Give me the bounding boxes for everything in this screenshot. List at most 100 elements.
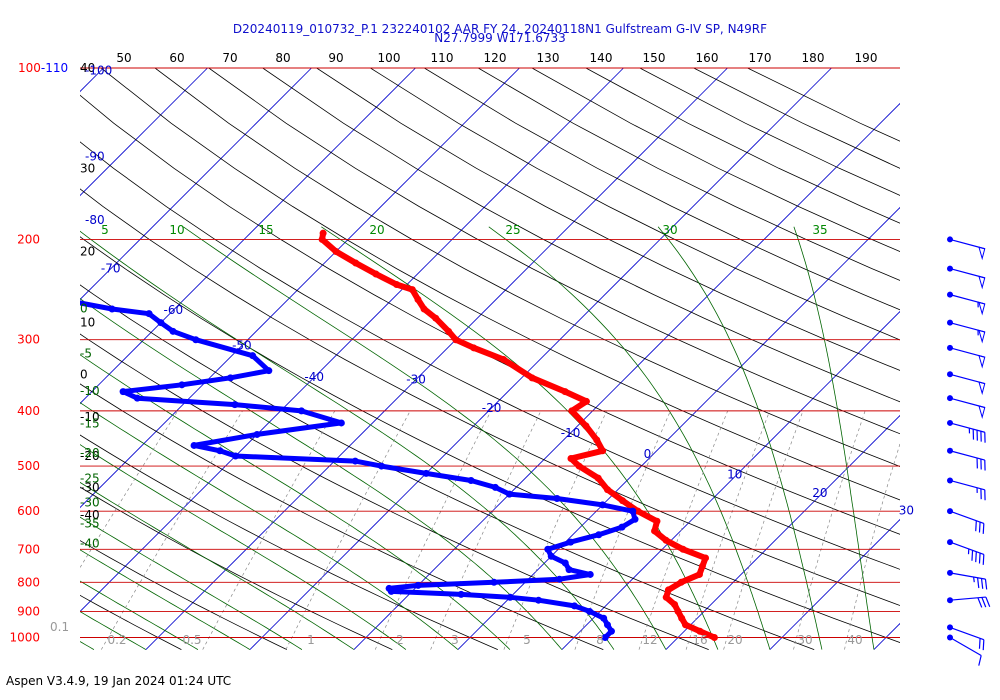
dewpoint-point — [544, 545, 552, 553]
moist-adiabat-line — [80, 444, 407, 650]
wind-barb — [947, 371, 986, 396]
dewpoint-point — [570, 602, 578, 610]
moist-adiabat-left-label: -15 — [80, 417, 100, 431]
temperature-point — [681, 621, 689, 629]
mixing-ratio-label: 2 — [396, 633, 404, 647]
wind-barb-flag — [977, 597, 983, 608]
moist-adiabat-line — [80, 611, 147, 650]
pressure-label-part: -110 — [41, 61, 68, 75]
wind-barb-pennant — [978, 275, 986, 290]
temperature-point — [352, 259, 360, 267]
dewpoint-point — [249, 352, 257, 360]
isotherm-line — [457, 206, 900, 650]
left-axis-label: -20 — [80, 449, 100, 463]
mixing-ratio-label: 0.2 — [107, 633, 126, 647]
wind-barb-station — [947, 508, 953, 515]
dewpoint-point — [337, 419, 345, 427]
mixing-ratio-line — [80, 410, 178, 569]
dewpoint-point — [618, 523, 626, 531]
wind-barb-flag — [982, 554, 985, 565]
moist-adiabat-line — [793, 226, 875, 650]
moist-adiabat-line — [321, 226, 719, 650]
moist-adiabat-left-label: -25 — [80, 472, 100, 486]
mixing-ratio-label: 0.1 — [50, 620, 69, 634]
moist-adiabat-line — [657, 226, 823, 650]
isotherm-label: -50 — [232, 338, 252, 352]
top-axis-label: 150 — [643, 51, 666, 65]
dewpoint-point — [50, 291, 57, 298]
dry-adiabat-line — [316, 68, 900, 371]
dry-adiabat-line — [370, 68, 900, 341]
pressure-label: 500 — [17, 459, 40, 473]
moist-adiabat-label: 15 — [258, 223, 273, 237]
isotherm-label: -30 — [406, 372, 426, 386]
wind-barb-flag — [976, 577, 980, 589]
wind-barb-shaft — [949, 422, 985, 433]
mixing-ratio-label: 8 — [596, 633, 604, 647]
isotherm-label: -80 — [85, 213, 105, 227]
dewpoint-point — [565, 566, 573, 574]
dewpoint-point — [133, 394, 141, 402]
dry-adiabat-line — [100, 68, 900, 501]
pressure-label: 900 — [17, 604, 40, 618]
moist-adiabat-line — [80, 298, 563, 650]
dewpoint-point — [226, 374, 234, 382]
wind-barb-pennant — [978, 329, 986, 344]
temperature-point — [593, 436, 601, 444]
temperature-point — [710, 634, 718, 641]
wind-barb — [947, 634, 982, 666]
mixing-ratio-line — [638, 410, 729, 650]
wind-barb-flag — [982, 639, 985, 651]
wind-barb — [947, 569, 988, 590]
dewpoint-point — [505, 490, 513, 498]
dewpoint-point — [108, 305, 116, 313]
chart-title-line1: D20240119_010732_P.1 232240102 AAR FY 24… — [233, 22, 767, 36]
temperature-point — [528, 374, 536, 382]
temperature-point — [319, 229, 327, 237]
temperature-point — [664, 586, 672, 594]
temperature-point — [408, 286, 416, 294]
temperature-point — [470, 344, 478, 352]
dewpoint-point — [414, 581, 422, 589]
isotherm-line — [80, 68, 624, 613]
dry-adiabat-line — [80, 434, 498, 650]
chart-title-line2: N27.7999 W171.6733 — [434, 31, 566, 45]
dry-adiabat-line — [80, 236, 900, 643]
dry-adiabat-line — [80, 94, 900, 535]
pressure-label: 800 — [17, 575, 40, 589]
moist-adiabat-label: 25 — [505, 223, 520, 237]
dewpoint-point — [39, 281, 46, 288]
wind-barb — [947, 624, 985, 651]
dewpoint-point — [80, 300, 81, 305]
dewpoint-point — [607, 627, 615, 635]
wind-barb-flag — [985, 596, 991, 607]
dry-adiabat-line — [424, 68, 900, 311]
isotherm-line — [80, 68, 520, 509]
temperature-point — [618, 497, 626, 505]
dewpoint-point — [231, 401, 239, 409]
dry-adiabat-line — [80, 486, 393, 650]
dry-adiabat-line — [208, 68, 900, 435]
footer-version-timestamp: Aspen V3.4.9, 19 Jan 2024 01:24 UTC — [6, 674, 232, 688]
top-axis-label: 70 — [222, 51, 237, 65]
dewpoint-point — [561, 559, 569, 567]
isotherm-line — [80, 68, 416, 405]
dewpoint-point — [422, 469, 430, 477]
dewpoint-point — [603, 621, 611, 629]
temperature-point — [575, 462, 583, 470]
wind-barb — [947, 265, 986, 290]
temperature-point — [500, 356, 508, 364]
mixing-ratio-line — [844, 442, 900, 650]
top-axis-label: 80 — [275, 51, 290, 65]
top-axis-label: 140 — [590, 51, 613, 65]
moist-adiabat-line — [80, 481, 355, 650]
dewpoint-point — [232, 452, 240, 460]
wind-barb-flag — [975, 520, 977, 532]
wind-barb-flag — [978, 655, 982, 666]
dewpoint-point — [297, 407, 305, 415]
moist-adiabat-label: 10 — [169, 223, 184, 237]
dewpoint-point — [351, 457, 359, 465]
mixing-ratio-label: 16 — [692, 633, 707, 647]
top-axis-label: 180 — [802, 51, 825, 65]
